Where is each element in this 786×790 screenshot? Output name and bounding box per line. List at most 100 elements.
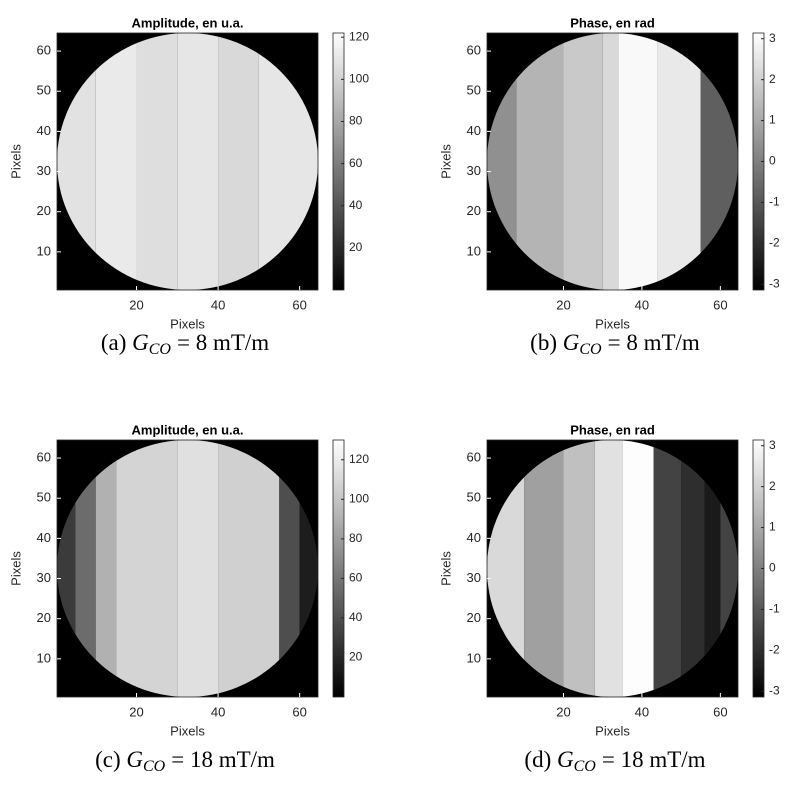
caption: (a) GCO = 8 mT/m — [101, 330, 269, 357]
colorbar-tick-label: 40 — [349, 610, 363, 624]
colorbar-tick-label: 20 — [349, 240, 363, 254]
colorbar-tick-label: -2 — [769, 236, 780, 250]
colorbar-tick-label: 3 — [769, 31, 776, 45]
stripe — [681, 440, 705, 697]
stripe — [218, 440, 280, 697]
stripe — [218, 33, 259, 290]
stripe — [95, 440, 117, 697]
y-tick-label: 60 — [37, 450, 51, 465]
x-axis-label: Pixels — [595, 316, 630, 331]
y-tick-label: 50 — [467, 490, 481, 505]
y-tick-label: 30 — [467, 163, 481, 178]
colorbar-tick-label: -3 — [769, 683, 780, 697]
x-tick-label: 20 — [129, 704, 143, 719]
colorbar-tick-label: 60 — [349, 156, 363, 170]
colorbar-tick-label: 20 — [349, 650, 363, 664]
y-tick-label: 10 — [467, 243, 481, 258]
caption: (d) GCO = 18 mT/m — [524, 747, 705, 774]
stripe — [563, 440, 595, 697]
y-tick-label: 30 — [467, 570, 481, 585]
x-tick-label: 60 — [292, 297, 306, 312]
y-tick-label: 20 — [37, 203, 51, 218]
stripe — [594, 440, 623, 697]
disk-image — [487, 33, 738, 290]
y-tick-label: 40 — [467, 123, 481, 138]
y-tick-label: 40 — [37, 123, 51, 138]
stripe — [602, 33, 619, 290]
caption-part: = 18 mT/m — [171, 747, 275, 772]
stripe — [177, 440, 219, 697]
caption-part: CO — [143, 758, 166, 775]
y-axis-label: Pixels — [8, 144, 23, 179]
colorbar-tick-label: 1 — [769, 520, 776, 534]
x-tick-label: 40 — [211, 704, 225, 719]
disk-image — [57, 33, 318, 290]
x-tick-label: 60 — [292, 704, 306, 719]
x-tick-label: 40 — [635, 704, 649, 719]
x-tick-label: 20 — [129, 297, 143, 312]
stripe — [704, 440, 721, 697]
stripe — [653, 440, 682, 697]
colorbar-tick-label: 120 — [349, 452, 369, 466]
colorbar-tick-label: 0 — [769, 154, 776, 168]
colorbar-tick-label: 2 — [769, 479, 776, 493]
colorbar-tick-label: 2 — [769, 72, 776, 86]
colorbar-tick-label: -1 — [769, 602, 780, 616]
axes-box — [56, 32, 319, 291]
y-tick-label: 40 — [37, 530, 51, 545]
stripe — [75, 440, 96, 697]
y-tick-label: 10 — [37, 650, 51, 665]
axes-box — [486, 439, 739, 698]
stripe — [618, 33, 658, 290]
stripe — [657, 33, 701, 290]
colorbar-tick-label: 80 — [349, 531, 363, 545]
colorbar-tick-label: -1 — [769, 195, 780, 209]
y-tick-label: 30 — [37, 163, 51, 178]
caption-part: CO — [579, 341, 602, 358]
stripe — [279, 440, 300, 697]
colorbar-tick-label: 100 — [349, 491, 369, 505]
caption: (b) GCO = 8 mT/m — [530, 330, 700, 357]
colorbar-tick-label: 3 — [769, 438, 776, 452]
title: Amplitude, en u.a. — [132, 15, 244, 30]
caption-part: G — [563, 330, 580, 355]
disk-image — [487, 440, 738, 697]
colorbar-tick-label: 60 — [349, 571, 363, 585]
y-tick-label: 50 — [37, 490, 51, 505]
caption-part: = 18 mT/m — [602, 747, 706, 772]
x-tick-label: 40 — [211, 297, 225, 312]
disk-image — [57, 440, 318, 697]
y-tick-label: 20 — [467, 203, 481, 218]
caption-part: CO — [149, 341, 172, 358]
caption-part: (c) — [95, 747, 121, 772]
x-axis-label: Pixels — [170, 316, 205, 331]
y-tick-label: 60 — [467, 43, 481, 58]
x-axis-label: Pixels — [170, 723, 205, 738]
caption-part: = 8 mT/m — [177, 330, 269, 355]
colorbar-tick-label: 1 — [769, 113, 776, 127]
title: Amplitude, en u.a. — [132, 422, 244, 437]
y-tick-label: 20 — [37, 610, 51, 625]
stripe — [563, 33, 603, 290]
colorbar-tick-label: -2 — [769, 643, 780, 657]
caption-part: (d) — [524, 747, 551, 772]
colorbar-tick-label: 40 — [349, 198, 363, 212]
axes-box — [486, 32, 739, 291]
caption-part: G — [132, 330, 149, 355]
axes-box — [56, 439, 319, 698]
x-axis-label: Pixels — [595, 723, 630, 738]
title: Phase, en rad — [570, 15, 655, 30]
stripe — [622, 440, 654, 697]
y-tick-label: 20 — [467, 610, 481, 625]
colorbar — [332, 32, 345, 291]
colorbar-tick-label: 0 — [769, 561, 776, 575]
y-tick-label: 50 — [37, 83, 51, 98]
caption-part: CO — [574, 758, 597, 775]
stripe — [177, 33, 219, 290]
stripe — [95, 33, 137, 290]
x-tick-label: 60 — [713, 704, 727, 719]
caption-part: G — [557, 747, 574, 772]
y-axis-label: Pixels — [438, 144, 453, 179]
stripe — [524, 440, 564, 697]
